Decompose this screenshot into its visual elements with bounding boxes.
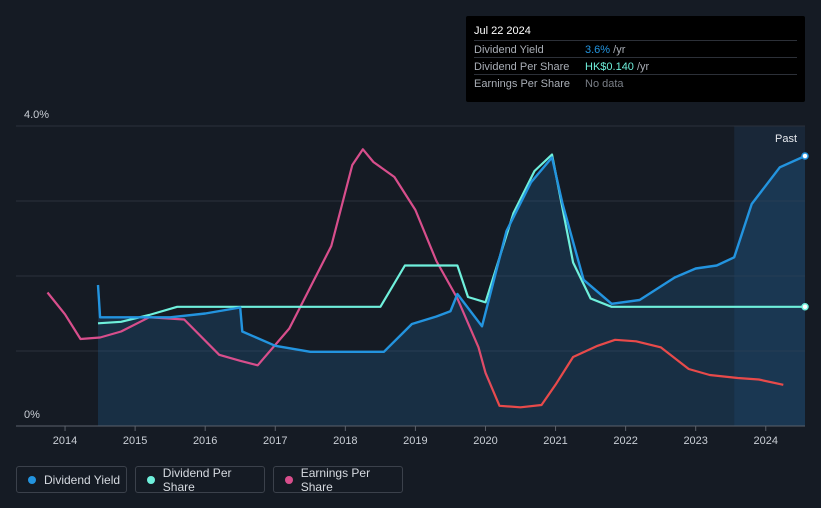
x-tick-label: 2016: [193, 435, 217, 447]
tooltip-row-dividend-per-share: Dividend Per Share HK$0.140 /yr: [474, 57, 797, 75]
tooltip-date: Jul 22 2024: [474, 25, 531, 37]
legend-dot-icon: [147, 475, 155, 484]
x-tick-label: 2023: [683, 435, 707, 447]
dividend-yield-line: [96, 154, 806, 353]
tooltip-value: 3.6% /yr: [585, 44, 626, 56]
tooltip-value: HK$0.140 /yr: [585, 61, 650, 73]
legend-dot-icon: [285, 475, 293, 484]
legend-dividend-per-share[interactable]: Dividend Per Share: [135, 465, 265, 494]
x-tick-label: 2019: [403, 435, 427, 447]
tooltip-label: Dividend Per Share: [474, 61, 570, 73]
x-tick-label: 2022: [613, 435, 637, 447]
earnings-per-share-line: [46, 148, 784, 409]
y-tick-label-bottom: 0%: [24, 409, 40, 421]
tooltip-label: Dividend Yield: [474, 44, 544, 56]
dividend-yield-area: [98, 156, 805, 426]
x-tick-label: 2014: [53, 435, 77, 447]
legend-label: Dividend Yield: [44, 472, 121, 487]
series-lines: [46, 148, 806, 409]
dividend-yield-area-fill: [98, 156, 805, 426]
tooltip-value: No data: [585, 78, 624, 90]
legend-label: Earnings Per Share: [300, 465, 371, 494]
past-label: Past: [775, 133, 797, 145]
x-tick-label: 2015: [123, 435, 147, 447]
x-tick-label: 2017: [263, 435, 287, 447]
dividend-yield-end-marker: [801, 152, 809, 160]
x-axis-ticks: 2014 2015 2016 2017 2018 2019 2020 2021 2022 2023…: [53, 426, 778, 447]
legend-dot-icon: [28, 475, 36, 484]
dividend-per-share-end-marker: [801, 303, 809, 311]
x-tick-label: 2024: [754, 435, 778, 447]
y-tick-label-top: 4.0%: [24, 109, 49, 121]
x-tick-label: 2020: [473, 435, 497, 447]
tooltip-label: Earnings Per Share: [474, 78, 570, 90]
legend-earnings-per-share[interactable]: Earnings Per Share: [273, 465, 403, 494]
end-markers: [801, 152, 809, 311]
tooltip-row-dividend-yield: Dividend Yield 3.6% /yr: [474, 40, 797, 58]
dividend-per-share-line: [97, 153, 805, 325]
x-tick-label: 2018: [333, 435, 357, 447]
tooltip-row-earnings-per-share: Earnings Per Share No data: [474, 74, 797, 92]
legend-dividend-yield[interactable]: Dividend Yield: [16, 466, 127, 493]
legend-label: Dividend Per Share: [162, 465, 232, 494]
tooltip: Jul 22 2024 Dividend Yield 3.6% /yr Divi…: [466, 16, 805, 102]
x-tick-label: 2021: [543, 435, 567, 447]
